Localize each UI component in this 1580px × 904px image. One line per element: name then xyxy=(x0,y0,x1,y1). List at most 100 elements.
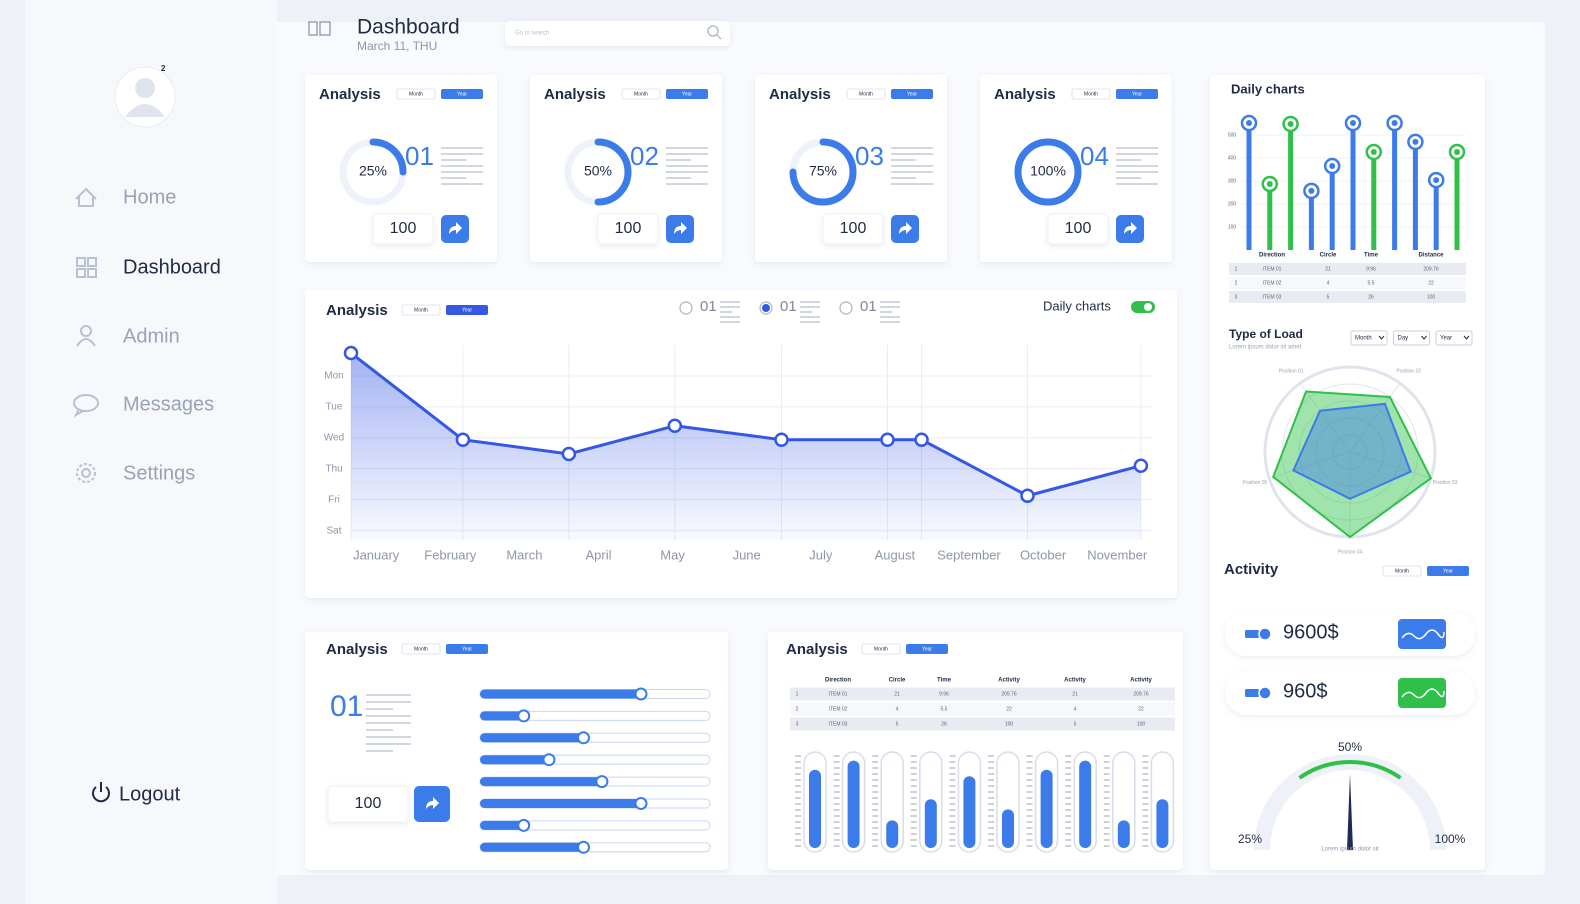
table-header: Circle xyxy=(889,678,906,684)
slider-knob[interactable] xyxy=(517,709,531,723)
messages-icon xyxy=(73,394,99,418)
logout[interactable]: Logout xyxy=(119,783,181,805)
slider-knob[interactable] xyxy=(517,818,531,832)
select[interactable] xyxy=(1393,330,1430,346)
toggle-month[interactable] xyxy=(1071,88,1111,100)
activity-amount: 960$ xyxy=(1283,680,1328,702)
activity-coin xyxy=(1258,627,1272,641)
select[interactable] xyxy=(1435,330,1473,346)
panel-title: Analysis xyxy=(326,641,388,658)
panel-title: Analysis xyxy=(786,641,848,658)
y-tick-label: Mon xyxy=(324,371,343,382)
slider-knob[interactable] xyxy=(634,797,648,810)
toggle-year[interactable] xyxy=(891,89,933,99)
slider-knob[interactable] xyxy=(634,687,648,701)
share-icon xyxy=(449,222,462,234)
level-bar xyxy=(1117,820,1130,848)
ring-value xyxy=(594,138,632,206)
toggle-month[interactable] xyxy=(621,88,661,100)
toggle-month[interactable] xyxy=(401,304,441,316)
x-tick-label: February xyxy=(424,547,477,562)
table-cell: 4 xyxy=(896,706,899,712)
legend-radio-dot xyxy=(762,304,770,312)
radar-axis-label: Position 02 xyxy=(1396,368,1421,374)
select[interactable] xyxy=(1350,330,1388,346)
ring-label: 25% xyxy=(359,163,387,179)
select-caret xyxy=(1378,335,1385,340)
gauge-tick-label: 25% xyxy=(1238,832,1262,846)
x-tick-label: October xyxy=(1020,547,1067,562)
slider-fill xyxy=(480,777,602,787)
point xyxy=(880,432,895,447)
toggle-year[interactable] xyxy=(446,305,488,315)
slider-fill xyxy=(480,733,584,743)
slider-fill xyxy=(480,799,641,808)
legend-radio[interactable] xyxy=(679,301,693,315)
toggle-month[interactable] xyxy=(861,643,901,655)
table-header: Time xyxy=(937,678,952,684)
toggle-year[interactable] xyxy=(666,89,708,99)
gauge-tick-label: 50% xyxy=(1338,740,1362,754)
card-index: 03 xyxy=(855,141,884,171)
x-tick-label: September xyxy=(937,547,1001,562)
point xyxy=(561,446,577,462)
amount-box xyxy=(597,213,659,245)
point xyxy=(914,432,929,447)
table-cell: 5.5 xyxy=(1368,280,1375,286)
x-tick-label: January xyxy=(353,547,400,562)
table-cell: 9:96 xyxy=(1366,266,1376,272)
table-header: Direction xyxy=(1259,253,1285,259)
toggle-year[interactable] xyxy=(1116,89,1158,99)
toggle-label: Year xyxy=(907,91,917,97)
table-cell: 22 xyxy=(1006,706,1012,712)
toggle-year[interactable] xyxy=(906,644,948,654)
menu-item[interactable]: Admin xyxy=(123,325,180,347)
slider-knob[interactable] xyxy=(577,731,590,745)
level-bar xyxy=(1156,799,1169,848)
avatar-body xyxy=(125,104,165,117)
search-box[interactable] xyxy=(505,21,730,46)
y-tick-label: 200 xyxy=(1228,201,1237,207)
table-cell: 21 xyxy=(1325,266,1331,272)
toggle-month[interactable] xyxy=(401,643,441,655)
amount: 100 xyxy=(1065,220,1092,237)
table-cell: 209.76 xyxy=(1133,691,1149,697)
y-tick-label: Thu xyxy=(325,463,342,474)
table-row xyxy=(790,702,1175,716)
legend-radio[interactable] xyxy=(839,301,853,315)
table-cell: 22 xyxy=(1138,706,1144,712)
toggle-month[interactable] xyxy=(1382,565,1422,577)
toggle-label: Month xyxy=(409,91,423,97)
bar xyxy=(1371,152,1377,250)
table-cell: 5.5 xyxy=(941,706,948,712)
ring-value xyxy=(1014,138,1082,206)
table-header: Distance xyxy=(1418,253,1444,259)
toggle-month[interactable] xyxy=(846,88,886,100)
toggle-label: Month xyxy=(1395,568,1409,574)
slider-knob[interactable] xyxy=(577,840,590,854)
toggle-month[interactable] xyxy=(396,88,436,100)
slider-knob[interactable] xyxy=(595,775,609,789)
radar-axis-label: Position 04 xyxy=(1338,549,1363,555)
slider-knob[interactable] xyxy=(542,753,556,767)
x-tick-label: November xyxy=(1087,547,1148,562)
menu-item[interactable]: Dashboard xyxy=(123,256,221,278)
bar xyxy=(1454,152,1460,250)
menu-item[interactable]: Messages xyxy=(123,393,214,415)
bar xyxy=(1329,166,1335,250)
toggle-year[interactable] xyxy=(441,89,483,99)
menu-item[interactable]: Home xyxy=(123,186,176,208)
legend-label: 01 xyxy=(860,298,877,315)
table-header: Circle xyxy=(1320,253,1337,259)
menu-item[interactable]: Settings xyxy=(123,462,195,484)
y-tick-label: 500 xyxy=(1228,132,1237,138)
table-header: Activity xyxy=(1064,678,1086,684)
ring-label: 50% xyxy=(584,163,612,179)
table-cell: 26 xyxy=(1368,294,1374,300)
card-index: 01 xyxy=(405,141,434,171)
toggle-year[interactable] xyxy=(446,644,488,654)
table-cell: ITEM 01 xyxy=(1263,266,1282,272)
legend-label: 01 xyxy=(700,298,717,315)
x-tick-label: March xyxy=(506,547,542,562)
toggle-year[interactable] xyxy=(1427,566,1469,576)
